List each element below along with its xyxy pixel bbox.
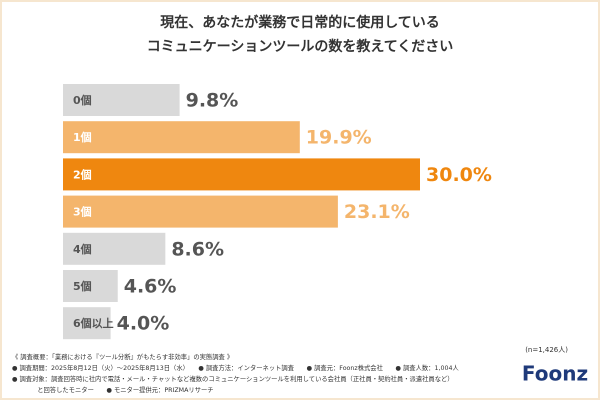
value-label: 4.6% xyxy=(124,276,177,298)
note: と回答したモニター ● モニター提供元：PRIZMAリサーチ xyxy=(12,385,214,394)
note: 《 調査概要：「業務における『ツール分断』がもたらす非効率」の実態調査 》 xyxy=(12,352,233,361)
value-label: 4.0% xyxy=(117,313,170,335)
category-label: 0個 xyxy=(73,93,92,107)
value-label: 19.9% xyxy=(306,127,372,149)
note: ● 調査対象：調査回答時に社内で電話・メール・チャットなど複数のコミュニケーショ… xyxy=(12,374,454,383)
bar xyxy=(63,84,180,116)
value-label: 8.6% xyxy=(171,238,224,260)
chart-title: 現在、あなたが業務で日常的に使用している xyxy=(160,14,440,31)
value-label: 9.8% xyxy=(186,90,239,112)
bar xyxy=(63,121,300,154)
bar xyxy=(63,232,166,265)
bar xyxy=(63,158,420,191)
sample-size: (n=1,426人) xyxy=(525,346,568,354)
bar xyxy=(63,307,111,340)
category-label: 4個 xyxy=(73,242,92,256)
category-label: 5個 xyxy=(73,279,92,293)
bar xyxy=(63,270,118,302)
value-label: 30.0% xyxy=(426,164,492,186)
category-label: 6個以上 xyxy=(73,316,114,330)
logo: Foonz xyxy=(522,362,588,386)
category-label: 2個 xyxy=(73,167,92,181)
category-label: 1個 xyxy=(73,130,92,144)
bar xyxy=(63,195,338,228)
chart-title: コミュニケーションツールの数を教えてください xyxy=(147,38,454,55)
note: ● 調査期間：2025年8月12日（火）～2025年8月13日（水） ● 調査方… xyxy=(12,363,459,372)
category-label: 3個 xyxy=(73,205,92,219)
value-label: 23.1% xyxy=(344,201,410,223)
